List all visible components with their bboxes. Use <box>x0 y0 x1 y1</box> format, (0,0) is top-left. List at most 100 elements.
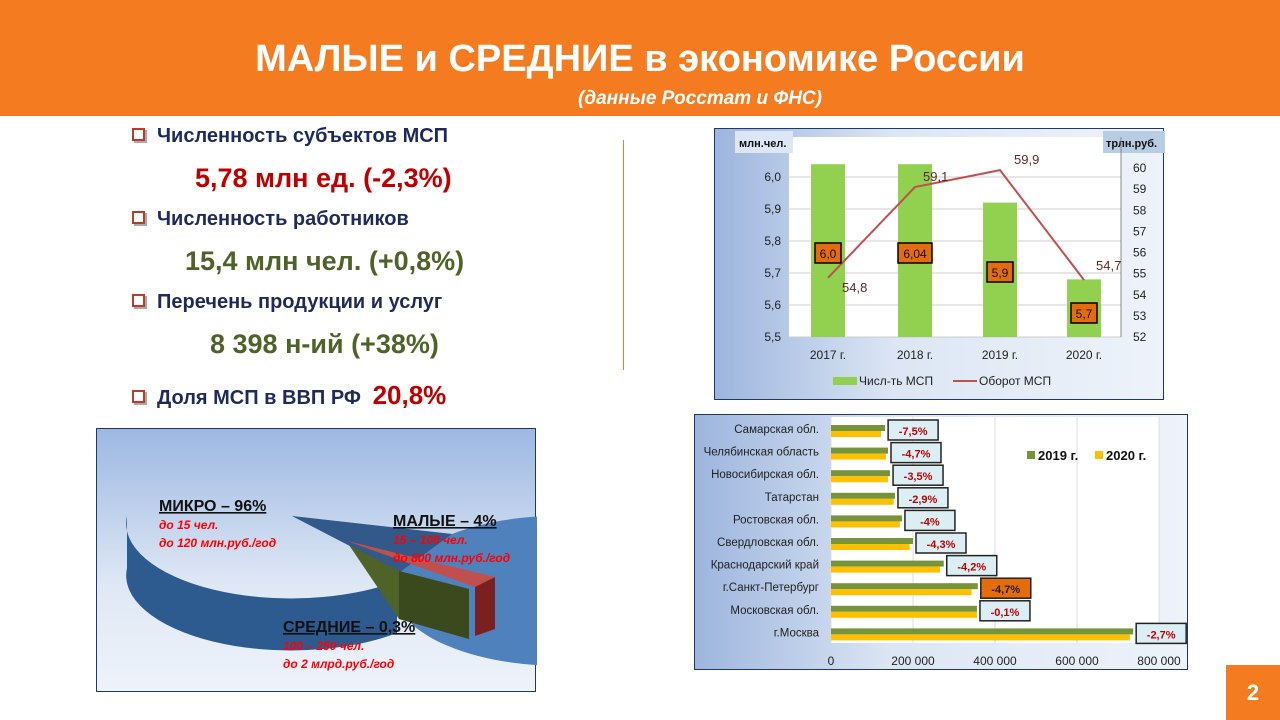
line-data-label: 59,9 <box>1014 152 1039 167</box>
change-label-box <box>979 600 1031 622</box>
right-axis-unit: трлн.руб. <box>1106 138 1157 150</box>
change-label-box <box>980 577 1032 599</box>
change-label-box <box>1135 622 1187 645</box>
change-label: -4,2% <box>957 562 986 574</box>
x-tick-label: 600 000 <box>1055 654 1099 668</box>
slice-label: МИКРО – 96% <box>159 498 266 515</box>
right-tick-label: 57 <box>1133 224 1147 238</box>
checkbox-bullet-icon <box>132 211 145 224</box>
bullet-label: Доля МСП в ВВП РФ <box>157 387 361 409</box>
bar-2020 <box>831 453 886 460</box>
right-tick-label: 59 <box>1133 182 1147 196</box>
msp-combo-chart: млн.чел. трлн.руб. 5,5 5,6 5,7 5,8 5,9 6,0 52 53 5… <box>714 128 1165 400</box>
header-band <box>0 0 1280 116</box>
line-data-label: 54,8 <box>842 280 867 295</box>
bar-2020 <box>831 634 1130 641</box>
bullet-value: 8 398 н-ий (+38%) <box>210 329 439 359</box>
bar-2019 <box>831 447 888 454</box>
x-tick-label: 400 000 <box>973 654 1017 668</box>
gdp-share-value: 20,8% <box>372 380 447 410</box>
bar-2019 <box>831 560 944 567</box>
bar-data-label: 5,7 <box>1076 307 1093 321</box>
y-category-label: г.Москва <box>774 627 820 639</box>
left-tick-label: 5,6 <box>764 298 781 312</box>
left-unit-bg <box>735 131 793 153</box>
divider <box>623 140 624 370</box>
slice-note: до 15 чел. <box>159 518 218 532</box>
bullet-value: 5,78 млн ед. (-2,3%) <box>195 163 452 193</box>
x-tick-label: 800 000 <box>1137 654 1181 668</box>
change-label-box <box>887 419 939 441</box>
change-label: -4,7% <box>902 449 931 461</box>
right-tick-label: 60 <box>1133 161 1147 175</box>
right-unit-bg <box>1103 131 1165 153</box>
bar-2020 <box>831 544 910 550</box>
msp-pie-chart: МИКРО – 96% до 15 чел. до 120 млн.руб./год… <box>96 428 537 692</box>
change-label-box <box>892 464 944 486</box>
change-label: -2,7% <box>1147 629 1176 641</box>
slice-side-small <box>475 577 495 636</box>
change-label: -3,5% <box>904 471 933 483</box>
bar-data-label: 6,0 <box>820 247 837 261</box>
right-tick-label: 55 <box>1133 267 1147 281</box>
bar-2020 <box>831 431 882 437</box>
slice-side-medium <box>399 571 469 639</box>
bar-label-box <box>986 261 1014 283</box>
right-tick-label: 56 <box>1133 246 1147 260</box>
legend-swatch <box>833 377 857 385</box>
change-label: -4,7% <box>991 584 1020 596</box>
right-tick-label: 58 <box>1133 203 1147 217</box>
bar-2019 <box>831 492 895 499</box>
regional-bar-chart: 0 200 000 400 000 600 000 800 000 Самарская о… <box>694 414 1188 670</box>
bullet-label: Численность субъектов МСП <box>157 125 449 147</box>
bar-label-box <box>897 242 933 264</box>
bar-2019 <box>831 583 978 590</box>
change-label-box <box>946 554 998 577</box>
slice-note: 15 – 100 чел. <box>393 533 468 547</box>
x-tick-label: 2020 г. <box>1066 348 1102 362</box>
bar-2019 <box>831 628 1134 635</box>
change-label: -4% <box>920 516 940 528</box>
page-number: 2 <box>1226 665 1280 720</box>
left-axis-unit: млн.чел. <box>739 138 786 150</box>
line-data-label: 59,1 <box>923 169 948 184</box>
change-label-box <box>904 509 956 532</box>
change-label: -7,5% <box>899 426 928 438</box>
right-tick-label: 52 <box>1133 330 1147 344</box>
bar-2019 <box>831 515 902 522</box>
y-category-label: Ростовская обл. <box>733 514 819 526</box>
slice-label: МАЛЫЕ – 4% <box>393 513 497 530</box>
x-tick-label: 2017 г. <box>810 348 846 362</box>
bullet-item: Численность работников <box>132 208 409 231</box>
legend-label: 2019 г. <box>1038 448 1078 463</box>
change-label-box <box>890 441 942 464</box>
bullet-item: Перечень продукции и услуг <box>132 291 442 314</box>
bar-2020 <box>831 611 977 618</box>
legend-label: Оборот МСП <box>979 374 1051 388</box>
legend-swatch <box>1095 451 1103 459</box>
y-category-label: Московская обл. <box>730 605 819 617</box>
bar-2019 <box>831 470 891 477</box>
checkbox-bullet-icon <box>132 294 145 307</box>
x-tick-label: 2018 г. <box>897 348 933 362</box>
y-category-label: Татарстан <box>765 492 819 504</box>
slice-note: 100 – 250 чел. <box>283 639 364 653</box>
left-tick-label: 5,9 <box>764 202 781 216</box>
bar-2020 <box>831 476 888 483</box>
right-tick-label: 54 <box>1133 288 1147 302</box>
legend-label: Числ-ть МСП <box>859 374 933 388</box>
slice-side-micro <box>126 516 398 651</box>
bullet-label: Численность работников <box>157 208 409 230</box>
bar-2019 <box>831 425 886 431</box>
bullet-label: Перечень продукции и услуг <box>157 291 443 313</box>
change-label-box <box>897 487 949 509</box>
bar-data-label: 5,9 <box>992 266 1009 280</box>
bar-label-box <box>814 242 842 264</box>
left-tick-label: 5,5 <box>764 330 781 344</box>
x-tick-label: 2019 г. <box>982 348 1018 362</box>
y-category-label: Челябинская область <box>704 447 819 459</box>
line-data-label: 54,7 <box>1096 258 1121 273</box>
slide-subtitle: (данные Росстат и ФНС) <box>578 88 822 109</box>
left-tick-label: 5,7 <box>764 266 781 280</box>
checkbox-bullet-icon <box>132 390 145 403</box>
